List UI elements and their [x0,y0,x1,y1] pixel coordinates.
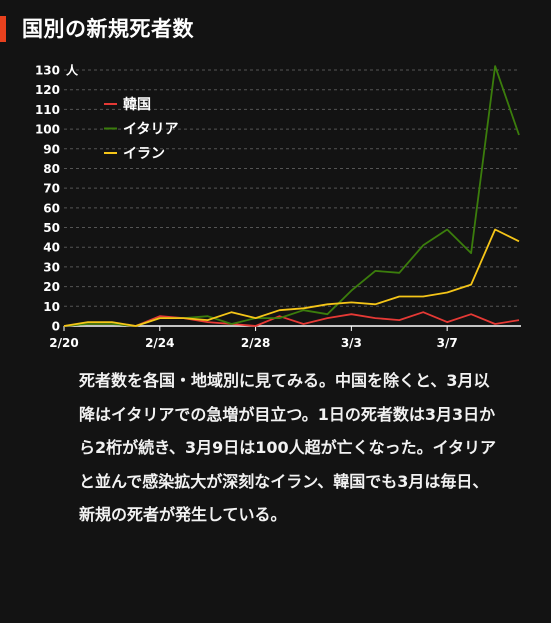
y-tick-label: 50 [43,221,60,235]
y-tick-label: 60 [43,201,60,215]
legend-label: イタリア [123,122,178,138]
title-accent-bar [0,16,6,42]
y-tick-label: 0 [52,320,60,334]
x-tick-label: 3/7 [437,336,458,350]
y-tick-label: 120 [35,83,60,97]
line-chart: 0 10 20 30 40 50 60 70 80 90 100 110 120 130 人 2/20 2/24… [35,63,521,350]
series-line-3 [63,228,520,327]
y-tick-label: 100 [35,123,60,137]
y-tick-label: 80 [43,162,60,176]
x-tick-label: 2/28 [241,336,270,350]
y-tick-label: 90 [43,142,60,156]
page-title: 国別の新規死者数 [22,17,194,41]
y-tick-label: 130 [35,64,60,78]
legend-label: イラン [123,146,165,162]
x-tick-label: 3/3 [341,336,362,350]
y-tick-label: 110 [35,103,60,117]
y-tick-label: 70 [43,182,60,196]
y-tick-label: 10 [43,300,60,314]
caption-text: 死者数を各国・地域別に見てみる。中国を除くと、3月以降はイタリアでの急増が目立つ… [79,371,497,524]
y-tick-label: 40 [43,241,60,255]
legend-label: 韓国 [123,96,151,113]
x-tick-label: 2/24 [145,336,174,350]
y-tick-label: 30 [43,260,60,274]
y-tick-label: 20 [43,280,60,294]
y-axis-unit-label: 人 [66,63,79,78]
x-tick-label: 2/20 [49,336,78,350]
